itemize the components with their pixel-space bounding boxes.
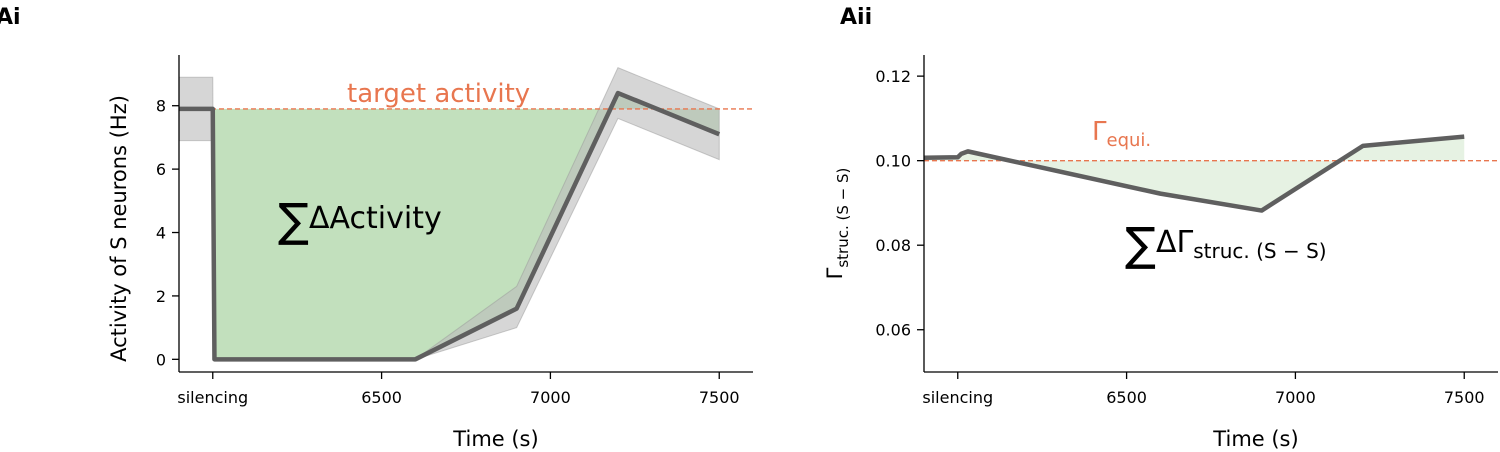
y-tick-label: 4: [156, 224, 166, 243]
target-activity-label: target activity: [347, 79, 530, 109]
y-tick-label: 8: [156, 97, 166, 116]
panel-ai: target activity silencing 6500 7000 7500 0 2…: [107, 55, 753, 451]
panel-label-aii: Aii: [840, 5, 872, 30]
y-tick-label: 0.10: [875, 152, 911, 171]
sum-text: ΔActivity: [309, 201, 442, 236]
sum-text-main: ΔΓ: [1156, 225, 1194, 260]
y-tick-label: 0.06: [875, 321, 911, 340]
y-tick-label: 6: [156, 160, 166, 179]
x-ticks: silencing 6500 7000 7500: [922, 372, 1484, 407]
x-tick-label: 7500: [699, 388, 740, 407]
sum-text-subscript: struc. (S − S): [1193, 239, 1326, 263]
x-tick-label: 7000: [530, 388, 571, 407]
x-ticks: silencing 6500 7000 7500: [177, 372, 739, 407]
panel-aii: Γequi. silencing 6500 7000 7500 0.06 0.08 0.1…: [823, 55, 1498, 451]
y-axis-label: Activity of S neurons (Hz): [107, 95, 131, 362]
y-label-gamma: Γ: [823, 267, 847, 279]
x-tick-label: 6500: [361, 388, 402, 407]
gamma-symbol: Γ: [1092, 117, 1107, 147]
sigma-symbol: ∑: [278, 193, 309, 247]
panel-label-ai: Ai: [0, 5, 21, 30]
y-tick-label: 0: [156, 350, 166, 369]
x-tick-label: silencing: [922, 388, 993, 407]
x-tick-label: 7000: [1275, 388, 1316, 407]
equilibrium-label: Γequi.: [1092, 117, 1151, 151]
y-axis-label: Γstruc. (S − S): [823, 168, 852, 280]
y-ticks: 0 2 4 6 8: [156, 97, 179, 370]
sum-delta-gamma-annotation: ∑ΔΓstruc. (S − S): [1125, 217, 1327, 271]
x-axis-label: Time (s): [1212, 427, 1298, 451]
y-ticks: 0.06 0.08 0.10 0.12: [875, 67, 924, 340]
x-tick-label: 7500: [1444, 388, 1485, 407]
sigma-symbol: ∑: [1125, 217, 1156, 271]
x-tick-label: silencing: [177, 388, 248, 407]
y-label-subscript: struc. (S − S): [834, 168, 852, 268]
y-tick-label: 0.08: [875, 236, 911, 255]
x-axis-label: Time (s): [452, 427, 538, 451]
y-tick-label: 0.12: [875, 67, 911, 86]
x-tick-label: 6500: [1106, 388, 1147, 407]
y-tick-label: 2: [156, 287, 166, 306]
equilibrium-subscript: equi.: [1107, 130, 1152, 151]
